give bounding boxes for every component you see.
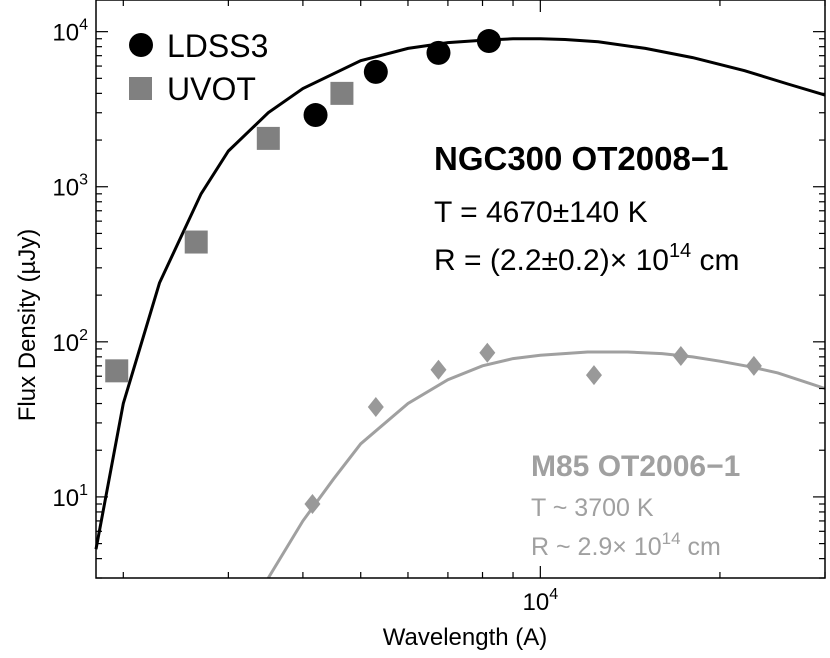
ngc300-radius-exponent: 14 bbox=[669, 240, 691, 262]
markers-layer bbox=[105, 29, 762, 515]
ldss3-point-4 bbox=[476, 29, 501, 54]
ngc300-annotation: NGC300 OT2008−1 T = 4670±140 K R = (2.2±… bbox=[434, 140, 740, 277]
ngc300-radius-suffix: cm bbox=[691, 244, 739, 277]
m85-annotation: M85 OT2006−1 T ~ 3700 K R ~ 2.9× 1014 cm bbox=[531, 450, 740, 561]
ldss3-point-3 bbox=[426, 40, 451, 65]
y-tick-label-10: 101 bbox=[52, 482, 88, 512]
x-axis-label: Wavelength (A) bbox=[383, 624, 548, 651]
y-tick-label-1000: 103 bbox=[52, 172, 88, 202]
ngc300-name: NGC300 OT2008−1 bbox=[434, 140, 728, 177]
ticks-layer: 101 102 103 104 104 bbox=[52, 0, 826, 616]
y-tick-label-10000: 104 bbox=[52, 17, 88, 47]
ngc300-radius: R = (2.2±0.2)× 1014 cm bbox=[434, 240, 740, 277]
uvot-point-3 bbox=[256, 126, 280, 150]
m85-radius-exponent: 14 bbox=[662, 529, 681, 548]
m85-name: M85 OT2006−1 bbox=[531, 450, 740, 483]
series-3-point-4 bbox=[479, 342, 496, 363]
legend: LDSS3 UVOT bbox=[129, 28, 268, 107]
m85-temperature: T ~ 3700 K bbox=[531, 494, 654, 522]
series-3-point-7 bbox=[745, 355, 762, 376]
series-3-point-3 bbox=[430, 359, 447, 380]
x-tick-label-10000: 104 bbox=[523, 586, 559, 616]
ngc300-temperature: T = 4670±140 K bbox=[434, 196, 648, 229]
series-3-point-2 bbox=[367, 396, 384, 417]
uvot-point-2 bbox=[184, 230, 208, 254]
ldss3-point-1 bbox=[303, 103, 328, 128]
legend-marker-uvot bbox=[129, 77, 152, 100]
ldss3-point-2 bbox=[363, 59, 388, 84]
curve-2 bbox=[267, 350, 826, 579]
y-tick-label-100: 102 bbox=[52, 327, 88, 357]
uvot-point-4 bbox=[330, 81, 354, 105]
m85-radius-suffix: cm bbox=[681, 533, 721, 561]
y-axis-label: Flux Density (µJy) bbox=[14, 229, 41, 422]
series-3-point-5 bbox=[585, 365, 602, 386]
curves-layer bbox=[94, 37, 826, 579]
legend-marker-ldss3 bbox=[129, 33, 153, 57]
m85-radius: R ~ 2.9× 1014 cm bbox=[531, 529, 721, 561]
uvot-point-1 bbox=[105, 359, 129, 383]
legend-label-uvot: UVOT bbox=[167, 71, 256, 107]
series-3-point-1 bbox=[304, 494, 321, 515]
m85-radius-prefix: R ~ 2.9× 10 bbox=[531, 533, 662, 561]
legend-label-ldss3: LDSS3 bbox=[167, 28, 268, 64]
series-3-point-6 bbox=[672, 346, 689, 367]
plot-frame bbox=[95, 0, 826, 579]
ngc300-radius-prefix: R = (2.2±0.2)× 10 bbox=[434, 244, 669, 277]
curve-1 bbox=[94, 37, 826, 550]
